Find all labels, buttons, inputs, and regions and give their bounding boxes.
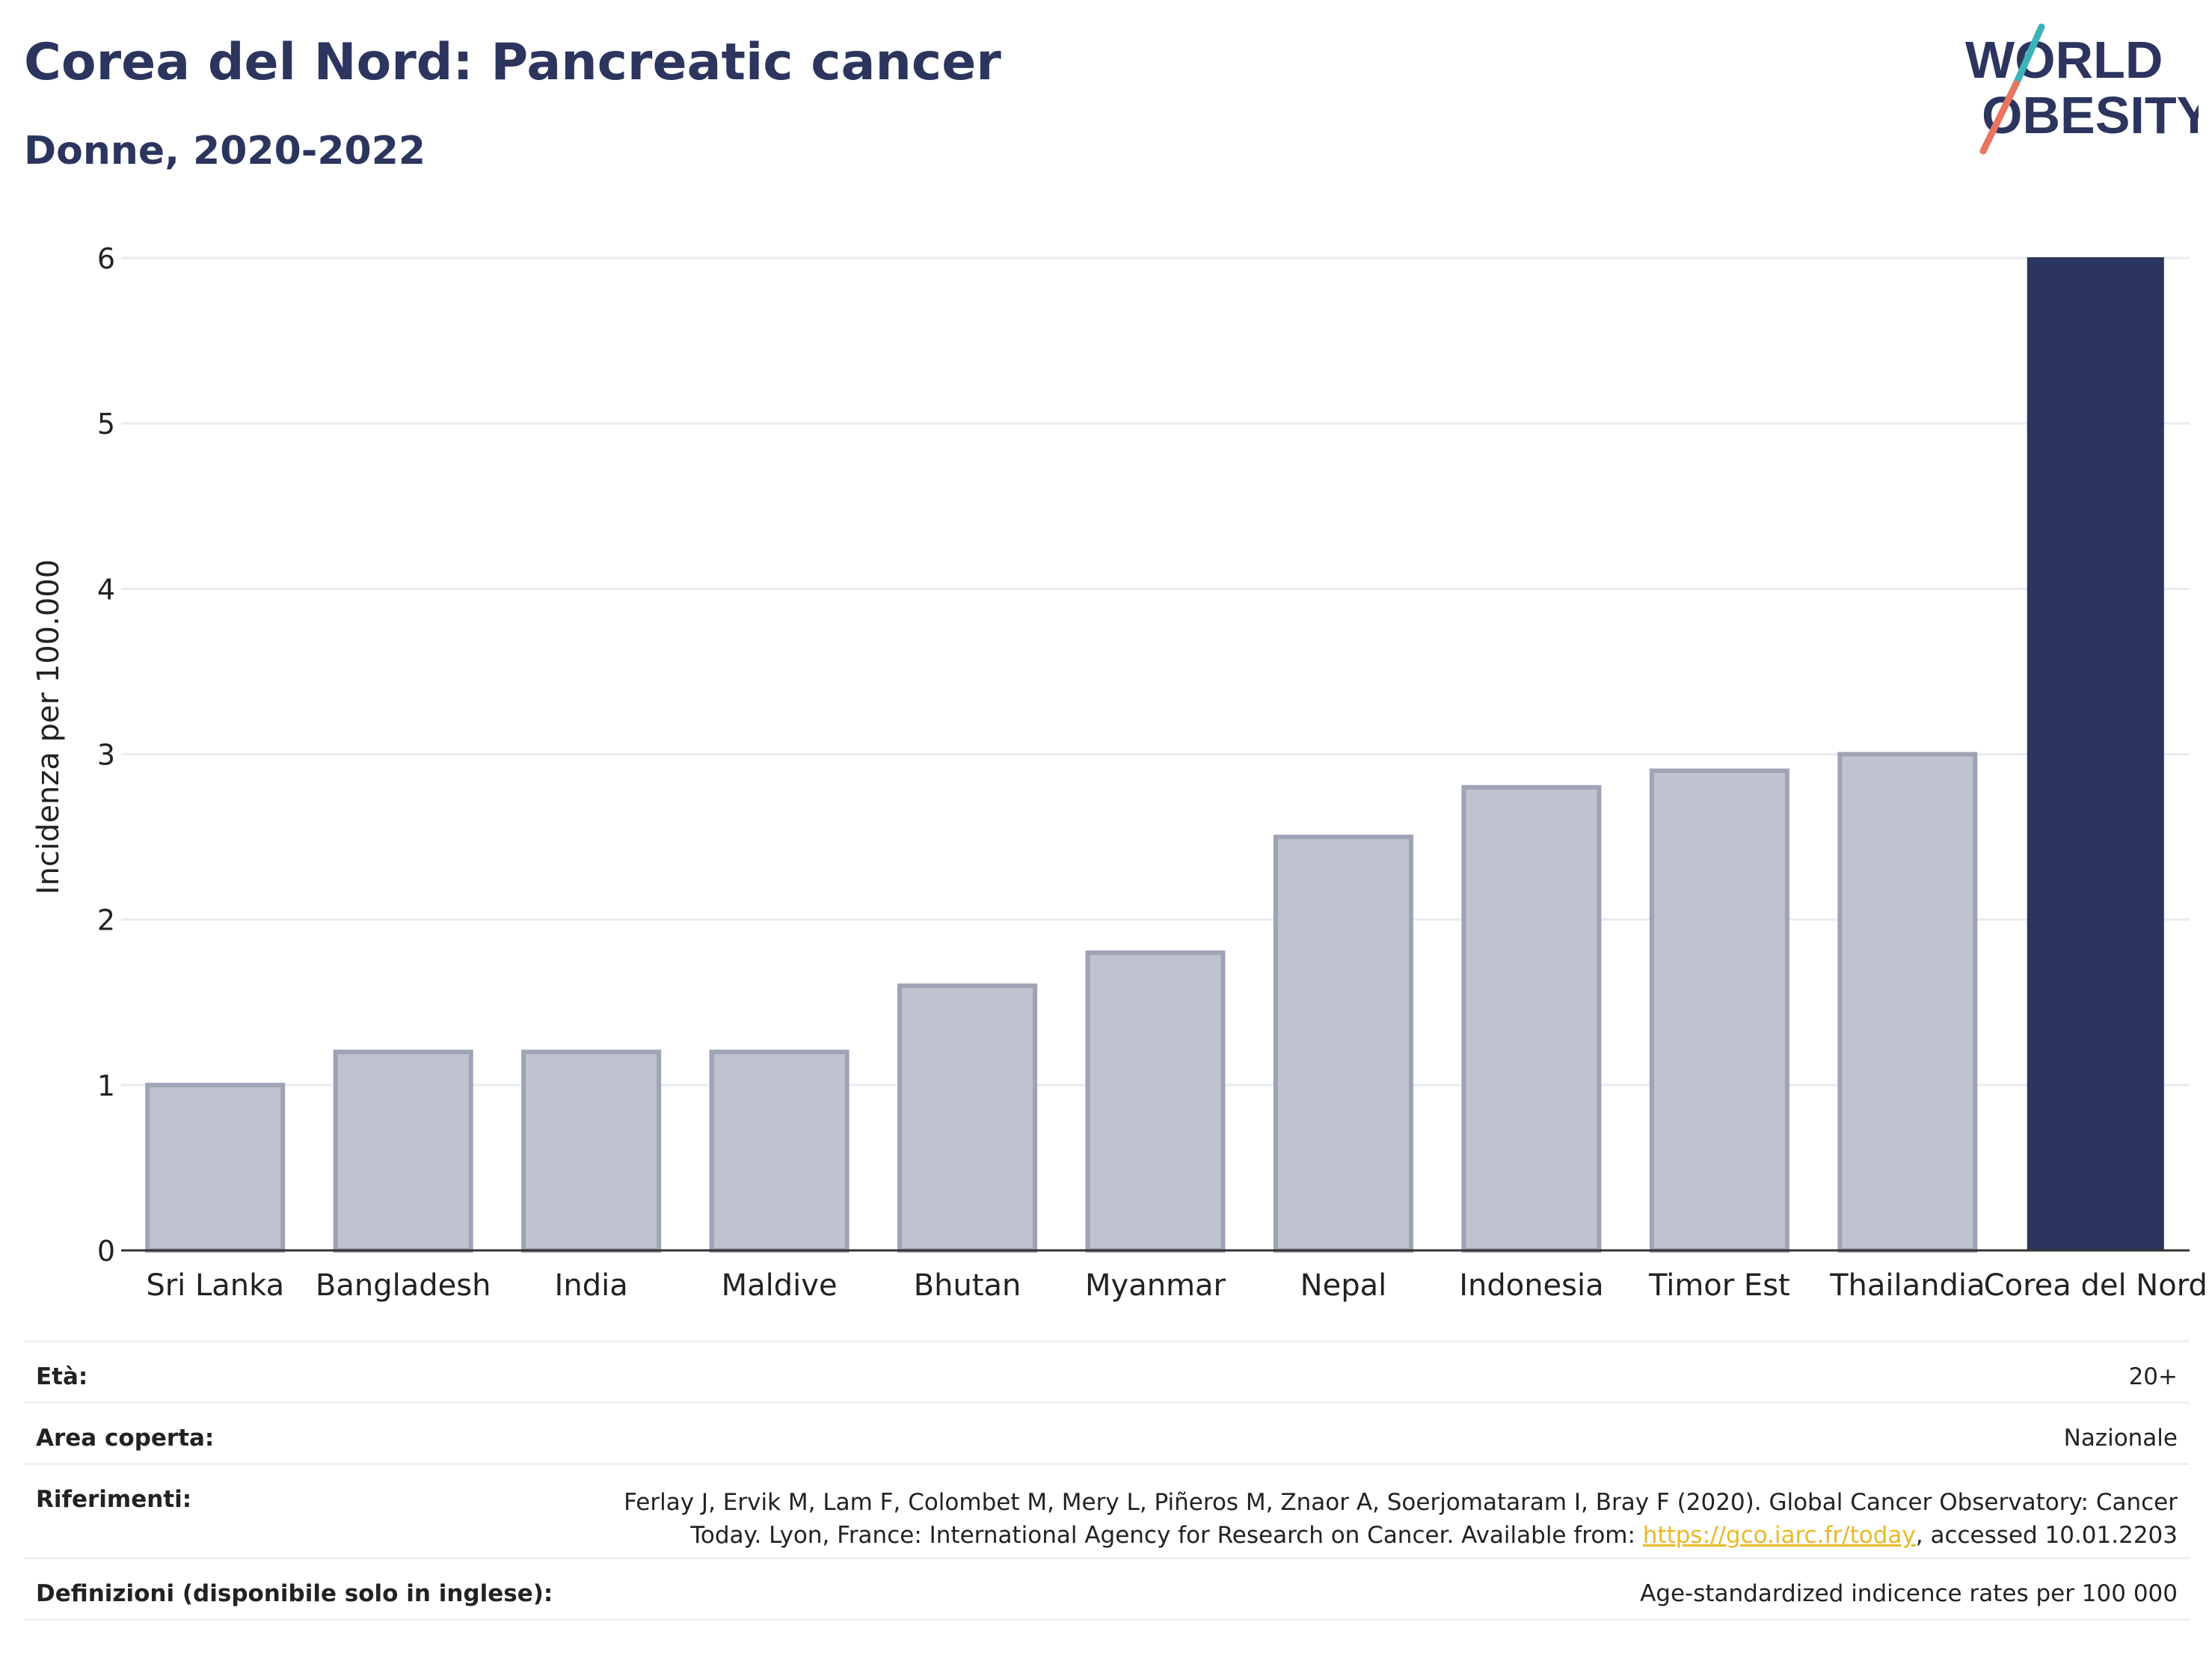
y-tick-label: 6 [97, 242, 115, 275]
references-line1: Ferlay J, Ervik M, Lam F, Colombet M, Me… [624, 1489, 2178, 1516]
meta-bottom-border [24, 1618, 2190, 1621]
page-subtitle: Donne, 2020-2022 [24, 129, 426, 174]
meta-row-age: Età: 20+ [24, 1340, 2190, 1404]
area-value: Nazionale [2063, 1425, 2178, 1452]
area-label: Area coperta: [36, 1425, 215, 1452]
bar [1649, 768, 1789, 1253]
definitions-label: Definizioni (disponibile solo in inglese… [36, 1580, 553, 1607]
bar [1461, 784, 1602, 1253]
bar [1085, 950, 1226, 1253]
references-line2-pre: Today. Lyon, France: International Agenc… [690, 1522, 1643, 1549]
logo-line1: WORLD [1965, 31, 2163, 89]
meta-row-references: Riferimenti: Ferlay J, Ervik M, Lam F, C… [24, 1463, 2190, 1559]
y-tick-label: 3 [97, 739, 115, 772]
x-tick-label: Corea del Nord [1984, 1268, 2208, 1303]
age-label: Età: [36, 1363, 88, 1390]
age-value: 20+ [2128, 1363, 2178, 1390]
metadata-table: Età: 20+ Area coperta: Nazionale Riferim… [24, 1340, 2190, 1624]
bar [145, 1082, 286, 1253]
references-line2-post: , accessed 10.01.2203 [1915, 1522, 2178, 1549]
y-tick-label: 4 [97, 573, 115, 606]
references-value: Ferlay J, Ervik M, Lam F, Colombet M, Me… [624, 1486, 2178, 1552]
bar [1273, 835, 1413, 1253]
logo-line2: OBESITY [1982, 86, 2199, 144]
bar [2027, 257, 2164, 1251]
world-obesity-logo: WORLD OBESITY [1965, 23, 2199, 155]
x-tick-label: Nepal [1300, 1268, 1387, 1303]
definitions-value: Age-standardized indicence rates per 100… [1640, 1580, 2178, 1607]
bar [709, 1049, 850, 1253]
bar [333, 1049, 473, 1253]
bar [521, 1049, 662, 1253]
bar-chart: 0 1 2 3 4 5 6 Sri Lanka Bangladesh India Maldive Bh… [31, 242, 2208, 1303]
x-tick-label: Bangladesh [316, 1268, 491, 1303]
y-tick-label: 1 [97, 1069, 115, 1102]
x-tick-label: Maldive [722, 1268, 838, 1303]
y-tick-label: 0 [97, 1235, 115, 1268]
y-tick-label: 2 [97, 904, 115, 937]
bar [897, 983, 1038, 1253]
x-tick-label: Sri Lanka [146, 1268, 284, 1303]
meta-row-definitions: Definizioni (disponibile solo in inglese… [24, 1557, 2190, 1621]
y-tick-label: 5 [97, 408, 115, 440]
logo-coral-stroke [1979, 80, 2020, 155]
x-tick-label: Myanmar [1085, 1268, 1226, 1303]
bars [145, 257, 2164, 1253]
references-line2: Today. Lyon, France: International Agenc… [624, 1519, 2178, 1552]
x-tick-label: Thailandia [1829, 1268, 1985, 1303]
logo-teal-stroke [2012, 23, 2045, 87]
page-title: Corea del Nord: Pancreatic cancer [24, 33, 1001, 92]
references-label: Riferimenti: [36, 1486, 192, 1513]
x-tick-label: India [555, 1268, 628, 1303]
x-tick-label: Bhutan [914, 1268, 1021, 1303]
y-axis-label: Incidenza per 100.000 [31, 559, 66, 894]
axes: 0 1 2 3 4 5 6 Sri Lanka Bangladesh India Maldive Bh… [97, 242, 2208, 1303]
bar [1837, 752, 1978, 1253]
x-tick-label: Indonesia [1459, 1268, 1603, 1303]
references-link[interactable]: https://gco.iarc.fr/today [1642, 1522, 1916, 1549]
x-tick-label: Timor Est [1648, 1268, 1790, 1303]
meta-row-area: Area coperta: Nazionale [24, 1401, 2190, 1465]
